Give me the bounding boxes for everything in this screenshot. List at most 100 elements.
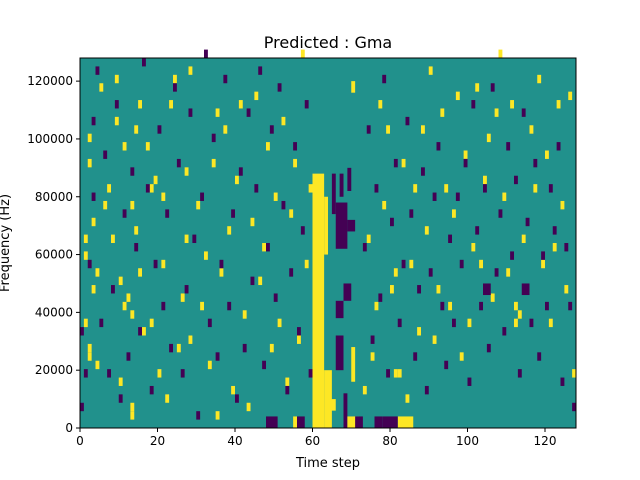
- heatmap-cell-low: [165, 209, 170, 218]
- heatmap-cell-high: [196, 200, 201, 210]
- heatmap-cell-high: [452, 209, 456, 218]
- heatmap-cell-high: [130, 200, 135, 210]
- heatmap-cell-high: [417, 327, 422, 336]
- heatmap-cell-high: [188, 66, 193, 75]
- heatmap-band-low: [355, 416, 363, 428]
- heatmap-cell-low: [459, 259, 464, 269]
- heatmap-cell-low: [417, 285, 422, 294]
- heatmap-cell-low: [455, 192, 460, 201]
- heatmap-cell-high: [428, 66, 433, 75]
- heatmap-cell-high: [502, 192, 507, 201]
- heatmap-cell-high: [235, 175, 239, 185]
- heatmap-cell-low: [207, 318, 212, 328]
- heatmap-cell-low: [149, 385, 154, 395]
- y-tick-label: 120000: [27, 74, 73, 88]
- heatmap-cell-high: [459, 352, 464, 361]
- heatmap-cell-high: [238, 100, 243, 109]
- heatmap-cell-high: [250, 217, 255, 227]
- heatmap-cell-low: [211, 133, 216, 143]
- heatmap-cell-low: [238, 167, 243, 176]
- heatmap-cell-high: [424, 226, 429, 235]
- heatmap-cell-low: [382, 74, 387, 84]
- heatmap-cell-low: [521, 108, 526, 117]
- heatmap-cell-high: [537, 74, 542, 84]
- heatmap-cell-low: [200, 192, 205, 201]
- heatmap-cell-low: [366, 125, 371, 134]
- heatmap-cell-low: [107, 369, 112, 378]
- heatmap-cell-high: [475, 83, 480, 92]
- heatmap-band-high: [347, 416, 360, 428]
- x-tick-label: 120: [534, 434, 557, 448]
- heatmap-cell-high: [374, 301, 379, 311]
- heatmap-cell-low: [180, 369, 185, 378]
- heatmap-band-low: [374, 416, 383, 428]
- heatmap-cell-high: [572, 369, 577, 378]
- heatmap-cell-high: [91, 285, 96, 294]
- heatmap-cell-high: [486, 133, 491, 143]
- heatmap-band-high: [312, 173, 325, 429]
- heatmap-cell-low: [142, 58, 146, 67]
- heatmap-band-low: [297, 416, 305, 428]
- heatmap-cell-low: [560, 377, 565, 386]
- heatmap-cell-high: [386, 125, 391, 134]
- heatmap-cell-high: [173, 74, 177, 84]
- heatmap-cell-low: [440, 301, 445, 311]
- heatmap-cell-low: [91, 116, 96, 126]
- heatmap-cell-high: [118, 276, 123, 286]
- heatmap-cell-high: [413, 184, 418, 193]
- heatmap-cell-high: [545, 150, 549, 159]
- heatmap-cell-high: [142, 327, 146, 336]
- heatmap-cell-high: [157, 369, 162, 378]
- heatmap-cell-high: [300, 49, 305, 59]
- heatmap-cell-high: [87, 343, 92, 353]
- heatmap-cell-low: [494, 268, 499, 277]
- heatmap-cell-high: [87, 133, 92, 143]
- heatmap-cell-low: [463, 158, 468, 168]
- heatmap-cell-high: [463, 150, 468, 159]
- heatmap-cell-high: [370, 352, 375, 361]
- heatmap-band-low: [335, 335, 344, 371]
- heatmap-band-high: [293, 416, 298, 428]
- heatmap-cell-low: [428, 268, 433, 277]
- heatmap-cell-high: [207, 360, 212, 370]
- heatmap-band-low: [335, 300, 344, 319]
- heatmap-cell-low: [91, 192, 96, 201]
- heatmap-band-high: [328, 399, 336, 411]
- heatmap-cell-low: [452, 318, 456, 328]
- y-axis: 0 20000 40000 60000 80000 100000 120000: [27, 74, 80, 435]
- heatmap-cell-high: [548, 318, 553, 328]
- heatmap-cell-high: [510, 100, 515, 109]
- heatmap-cell-high: [308, 184, 313, 193]
- heatmap-cell-high: [432, 335, 437, 344]
- heatmap-cell-high: [99, 83, 104, 92]
- heatmap-cell-low: [490, 83, 495, 92]
- heatmap-cell-low: [161, 301, 166, 311]
- heatmap-band-low: [266, 416, 278, 428]
- heatmap-cell-low: [529, 318, 534, 328]
- heatmap-band-high: [324, 196, 329, 255]
- y-tick-label: 60000: [35, 248, 73, 262]
- heatmap-cell-high: [134, 125, 139, 134]
- heatmap-cell-high: [262, 243, 267, 252]
- heatmap-cell-high: [285, 377, 290, 386]
- heatmap-cell-low: [370, 335, 375, 344]
- heatmap-cell-high: [138, 268, 143, 277]
- heatmap-cell-high: [521, 234, 526, 244]
- chart-title: Predicted : Gma: [264, 33, 392, 52]
- heatmap-cell-low: [556, 142, 561, 151]
- heatmap-cell-low: [281, 200, 286, 210]
- heatmap-cell-high: [111, 234, 115, 244]
- heatmap-cell-low: [266, 243, 270, 252]
- heatmap-band-low: [343, 283, 352, 301]
- heatmap-cell-low: [552, 226, 557, 235]
- heatmap-cell-high: [293, 158, 298, 168]
- heatmap-cell-high: [568, 91, 573, 101]
- heatmap-cell-high: [180, 293, 185, 302]
- heatmap-cell-low: [269, 125, 274, 134]
- heatmap-cell-low: [424, 385, 429, 395]
- heatmap-cell-high: [409, 259, 414, 269]
- heatmap-cell-low: [517, 369, 522, 378]
- y-tick-label: 100000: [27, 132, 73, 146]
- heatmap-cell-high: [200, 301, 205, 311]
- heatmap-cell-low: [99, 318, 104, 328]
